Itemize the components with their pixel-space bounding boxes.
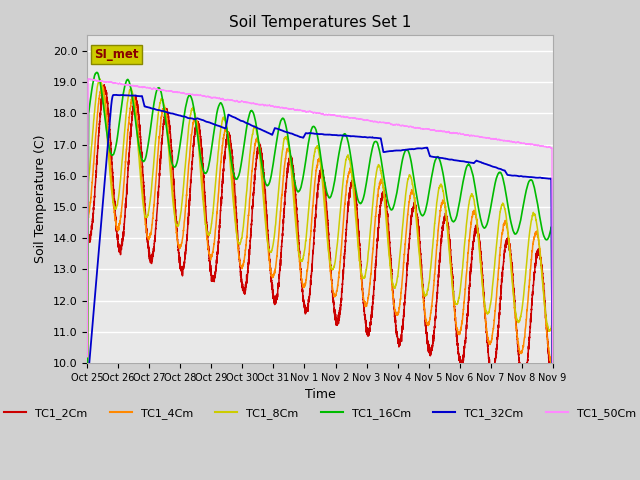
X-axis label: Time: Time (305, 388, 335, 401)
Legend: TC1_2Cm, TC1_4Cm, TC1_8Cm, TC1_16Cm, TC1_32Cm, TC1_50Cm: TC1_2Cm, TC1_4Cm, TC1_8Cm, TC1_16Cm, TC1… (0, 403, 640, 423)
Y-axis label: Soil Temperature (C): Soil Temperature (C) (35, 135, 47, 264)
Title: Soil Temperatures Set 1: Soil Temperatures Set 1 (229, 15, 411, 30)
Text: SI_met: SI_met (95, 48, 139, 61)
